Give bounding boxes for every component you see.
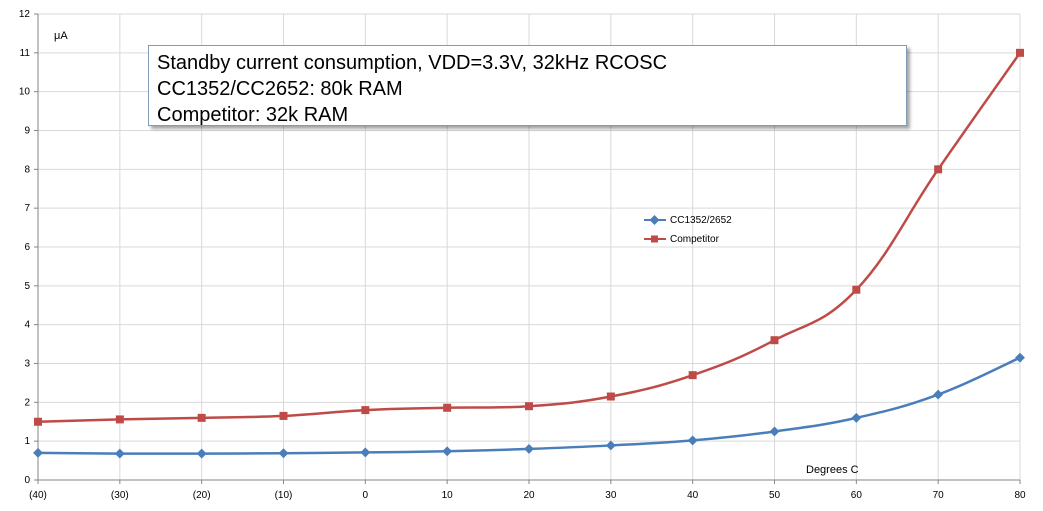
series-group [33,48,1025,459]
y-tick-label-11: 11 [20,48,31,59]
point-cc1352-2652-3 [278,448,289,459]
legend-marker-competitor [651,235,658,243]
point-competitor-1 [115,415,124,424]
legend-label-competitor: Competitor [670,234,720,245]
y-tick-label-3: 3 [24,359,30,370]
point-competitor-9 [770,336,779,345]
point-competitor-5 [443,403,452,412]
point-cc1352-2652-6 [524,443,534,454]
point-competitor-10 [852,285,861,294]
point-competitor-8 [688,371,697,380]
point-cc1352-2652-0 [33,447,43,458]
point-cc1352-2652-10 [851,412,862,423]
y-tick-label-4: 4 [24,320,30,331]
x-tick-label-8: 40 [687,490,699,501]
chart-title-line-3: Competitor: 32k RAM [157,104,349,126]
y-tick-label-10: 10 [19,87,31,98]
chart-title-line-2: CC1352/CC2652: 80k RAM [157,78,403,100]
point-cc1352-2652-8 [687,435,698,446]
y-tick-label-2: 2 [24,397,30,408]
x-tick-label-12: 80 [1014,490,1026,501]
x-tick-label-5: 10 [442,490,454,501]
x-tick-labels: (40) (30) (20) (10) 0 10 20 30 40 50 60 70 80 [29,490,1026,501]
legend: CC1352/2652 Competitor [644,215,732,245]
y-tick-label-12: 12 [19,9,31,20]
x-tick-label-7: 30 [605,490,617,501]
axes [34,13,1021,484]
point-competitor-6 [525,402,533,411]
legend-label-cc1352: CC1352/2652 [670,215,732,226]
point-competitor-2 [197,413,206,422]
legend-entry-cc1352: CC1352/2652 [644,215,732,226]
x-tick-label-6: 20 [523,490,535,501]
legend-entry-competitor: Competitor [644,234,720,245]
point-cc1352-2652-2 [196,448,207,459]
point-cc1352-2652-11 [933,389,944,400]
point-cc1352-2652-12 [1015,352,1025,363]
point-competitor-7 [606,392,615,401]
chart-title-line-1: Standby current consumption, VDD=3.3V, 3… [157,52,668,74]
point-competitor-4 [361,406,370,415]
x-tick-label-3: (10) [275,490,293,501]
point-cc1352-2652-1 [114,448,125,459]
y-tick-label-7: 7 [24,203,30,214]
x-tick-label-9: 50 [769,490,781,501]
x-axis-label: Degrees C [806,464,859,476]
series-competitor [34,48,1024,426]
chart-title-box: Standby current consumption, VDD=3.3V, 3… [148,45,907,126]
point-competitor-0 [34,417,42,426]
y-tick-label-0: 0 [24,475,30,486]
y-tick-label-6: 6 [24,242,30,253]
y-tick-label-1: 1 [24,436,30,447]
series-cc1352-2652 [33,352,1025,459]
point-cc1352-2652-9 [769,426,780,437]
legend-marker-cc1352 [649,215,660,225]
point-cc1352-2652-5 [442,446,453,457]
point-competitor-3 [279,411,288,420]
x-tick-label-10: 60 [851,490,863,501]
x-tick-label-4: 0 [363,490,369,501]
x-tick-label-2: (20) [193,490,211,501]
y-axis-label: μA [54,30,68,42]
point-competitor-11 [934,165,943,174]
x-tick-label-0: (40) [29,490,47,501]
y-tick-label-8: 8 [24,164,30,175]
point-competitor-12 [1016,48,1024,57]
x-tick-label-11: 70 [933,490,945,501]
point-cc1352-2652-7 [605,440,616,451]
x-tick-label-1: (30) [111,490,129,501]
y-tick-label-5: 5 [24,281,30,292]
point-cc1352-2652-4 [360,447,371,458]
y-tick-label-9: 9 [24,126,30,137]
